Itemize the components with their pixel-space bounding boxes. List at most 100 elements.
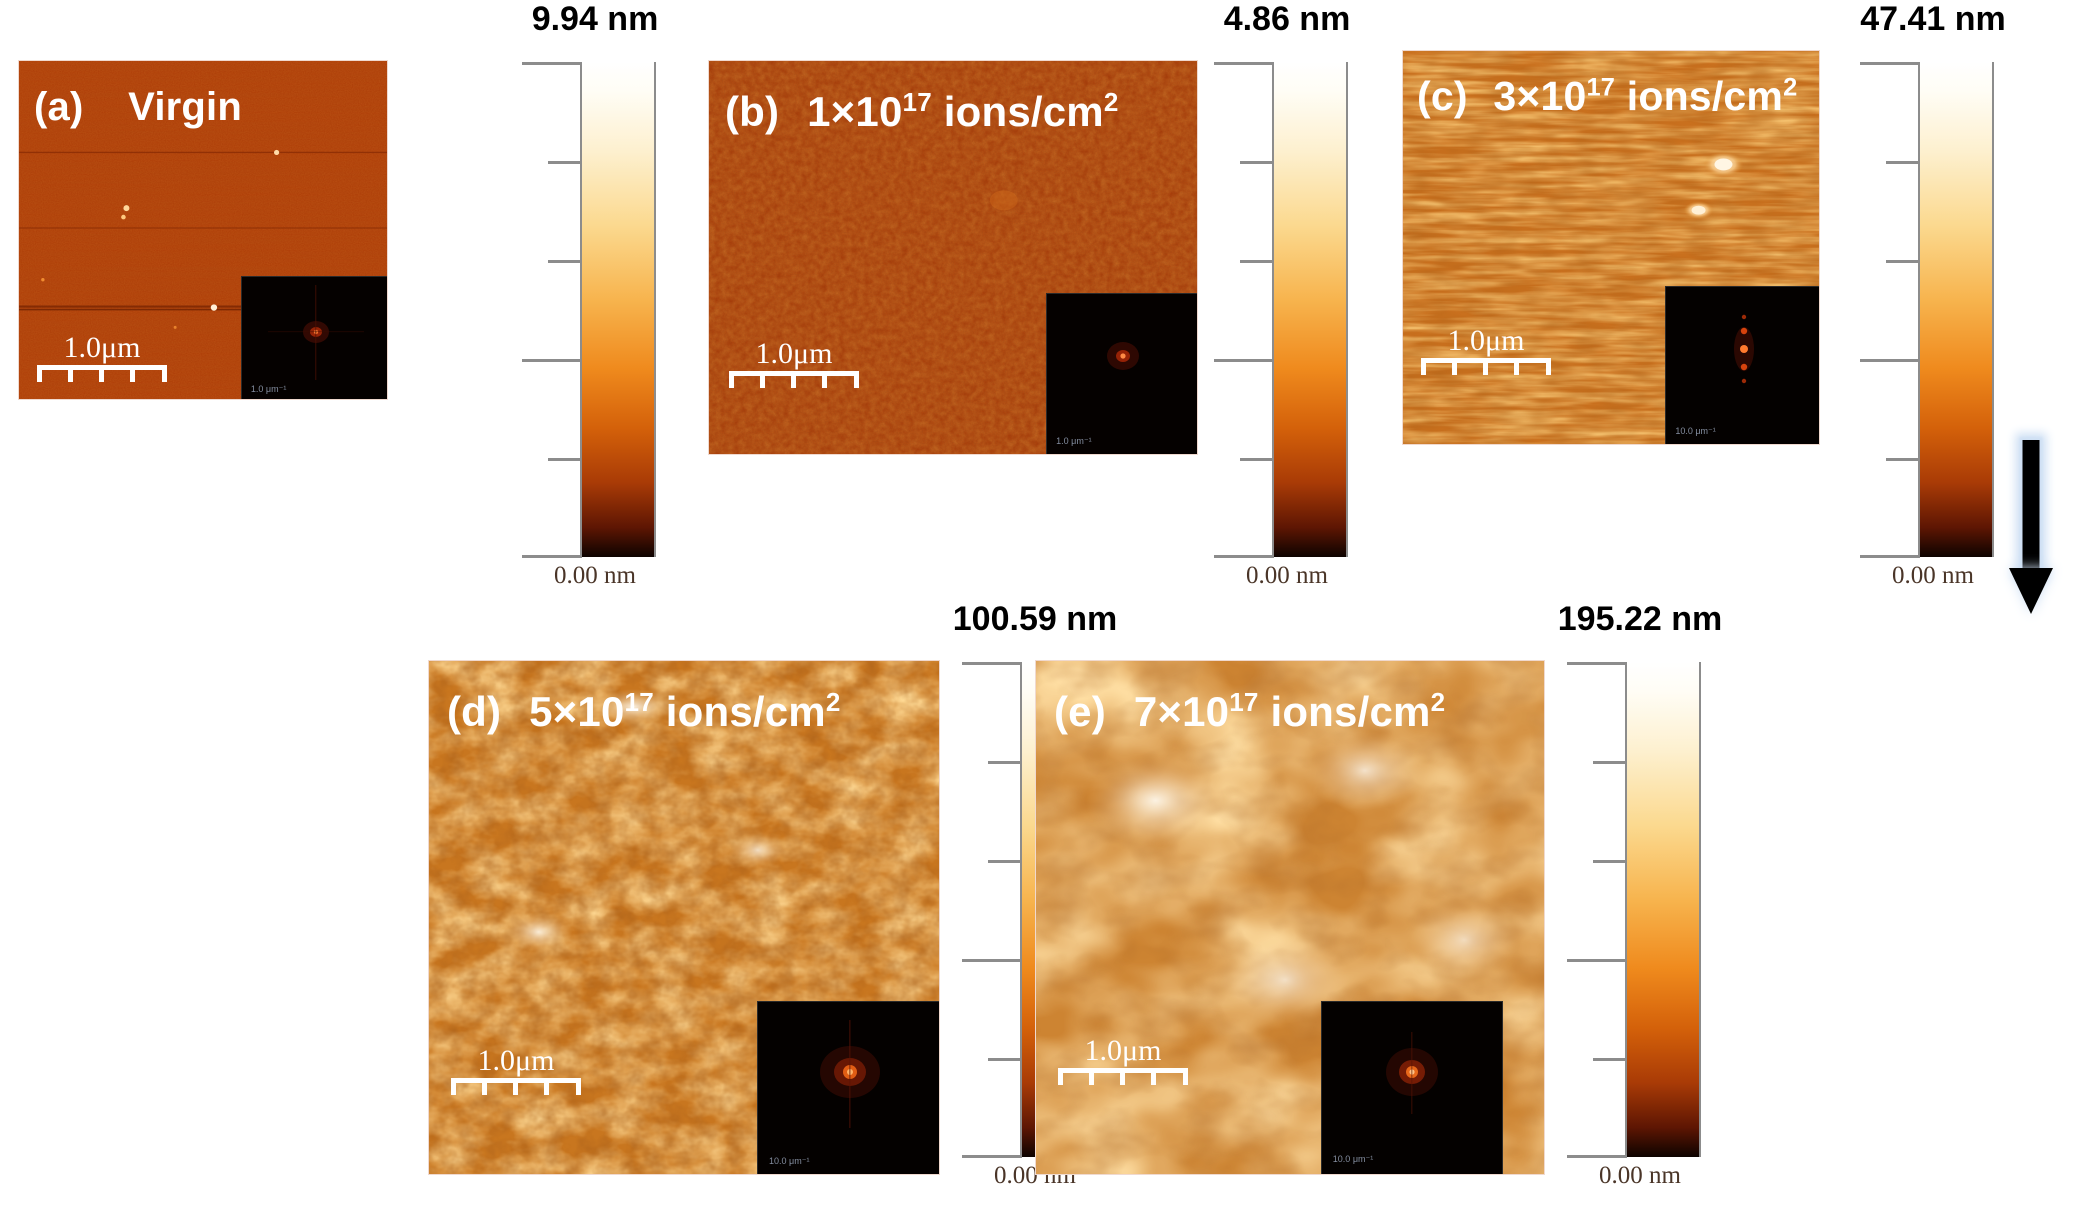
scalebar-b-tick <box>854 371 859 388</box>
afm-image-c[interactable]: (c) 3×1017 ions/cm2 1.0μm <box>1402 50 1820 445</box>
fft-inset-e-caption: 10.0 μm⁻¹ <box>1332 1153 1374 1164</box>
colorbar-c-tick-4 <box>1886 458 1920 461</box>
arrow-head-icon <box>2009 568 2053 614</box>
fft-inset-c-caption: 10.0 μm⁻¹ <box>1675 426 1716 437</box>
fft-pattern-b <box>1047 294 1197 454</box>
scalebar-e-tick <box>1183 1068 1188 1085</box>
colorbar-b-gradient <box>1272 62 1348 557</box>
scalebar-e-tick <box>1151 1068 1156 1085</box>
scalebar-d-tick <box>513 1078 518 1095</box>
colorbar-b-max-label: 4.86 nm <box>1223 0 1351 38</box>
fft-inset-c[interactable]: 10.0 μm⁻¹ <box>1665 286 1819 444</box>
panel-d-tag: (d) <box>447 688 502 735</box>
fft-inset-e[interactable]: 10.0 μm⁻¹ <box>1321 1001 1503 1174</box>
panel-b-exponent: 17 <box>902 87 932 117</box>
scalebar-d: 1.0μm <box>451 1046 581 1096</box>
colorbar-a-tick-top <box>522 62 582 65</box>
colorbar-c-tick-top <box>1860 62 1920 65</box>
scalebar-a-text: 1.0μm <box>63 331 141 364</box>
colorbar-d-tick-4 <box>988 1058 1022 1061</box>
scalebar-c: 1.0μm <box>1421 326 1551 376</box>
scalebar-c-tick <box>1546 358 1551 375</box>
colorbar-c-tick-3 <box>1860 359 1920 362</box>
fft-inset-b-caption: 1.0 μm⁻¹ <box>1056 436 1092 447</box>
scalebar-c-text: 1.0μm <box>1447 324 1525 357</box>
scalebar-a: 1.0μm <box>37 333 167 383</box>
scalebar-c-tick <box>1421 358 1426 375</box>
fft-inset-d-caption: 10.0 μm⁻¹ <box>769 1155 810 1166</box>
fft-inset-a-caption: 1.0 μm⁻¹ <box>250 383 287 394</box>
panel-e-unit-exponent: 2 <box>1430 687 1446 717</box>
fft-pattern-d <box>758 1002 939 1174</box>
panel-b-unit: ions/cm <box>931 88 1104 135</box>
fft-inset-d[interactable]: 10.0 μm⁻¹ <box>757 1001 939 1174</box>
colorbar-c-max-label: 47.41 nm <box>1860 0 2006 38</box>
colorbar-b-tick-top <box>1214 62 1274 65</box>
scalebar-a-tick <box>130 365 135 382</box>
panel-c-unit-exponent: 2 <box>1783 73 1798 102</box>
panel-b-tag: (b) <box>725 88 780 135</box>
afm-image-a[interactable]: (a) Virgin 1.0μm <box>18 60 388 400</box>
afm-image-b[interactable]: (b) 1×1017 ions/cm2 1.0μm <box>708 60 1198 455</box>
panel-c-caption: (c) 3×1017 ions/cm2 <box>1417 73 1797 120</box>
scalebar-e-tick <box>1058 1068 1063 1085</box>
panel-e-caption: (e) 7×1017 ions/cm2 <box>1054 687 1445 736</box>
colorbar-c-tick-1 <box>1886 161 1920 164</box>
colorbar-e-min-label: 0.00 nm <box>1599 1162 1681 1189</box>
scalebar-d-tick <box>482 1078 487 1095</box>
panel-c-tag: (c) <box>1417 73 1468 119</box>
arrow-shaft <box>2022 440 2040 572</box>
panel-e-exponent: 17 <box>1229 687 1259 717</box>
afm-image-e[interactable]: (e) 7×1017 ions/cm2 1.0μm <box>1035 660 1545 1175</box>
scalebar-b-tick <box>760 371 765 388</box>
colorbar-a-tick-4 <box>548 458 582 461</box>
colorbar-a-tick-2 <box>548 260 582 263</box>
fft-inset-b[interactable]: 1.0 μm⁻¹ <box>1046 293 1197 454</box>
colorbar-e-gradient <box>1625 662 1701 1157</box>
colorbar-c-gradient <box>1918 62 1994 557</box>
scalebar-c-tick <box>1452 358 1457 375</box>
colorbar-e-tick-top <box>1567 662 1627 665</box>
colorbar-a-min-label: 0.00 nm <box>554 562 636 589</box>
colorbar-b-tick-1 <box>1240 161 1274 164</box>
scalebar-d-tick <box>451 1078 456 1095</box>
colorbar-d-tick-1 <box>988 761 1022 764</box>
fft-inset-a[interactable]: 1.0 μm⁻¹ <box>241 276 387 399</box>
panel-a-label: Virgin <box>128 85 242 129</box>
colorbar-b-tick-2 <box>1240 260 1274 263</box>
panel-d-unit-exponent: 2 <box>825 687 841 717</box>
scalebar-a-ruler <box>37 365 167 383</box>
panel-c-mantissa: 3×10 <box>1493 73 1587 119</box>
colorbar-d-max-label: 100.59 nm <box>952 600 1118 638</box>
afm-image-d[interactable]: (d) 5×1017 ions/cm2 1.0μm <box>428 660 940 1175</box>
scalebar-b-ruler <box>729 371 859 389</box>
colorbar-a: 9.94 nm 0.00 nm <box>500 0 690 589</box>
scalebar-b-text: 1.0μm <box>755 337 833 370</box>
scalebar-e-text: 1.0μm <box>1084 1034 1162 1067</box>
panel-c-unit: ions/cm <box>1615 73 1784 119</box>
colorbar-b-min-label: 0.00 nm <box>1246 562 1328 589</box>
fft-pattern-c <box>1666 287 1819 444</box>
colorbar-c-tick-2 <box>1886 260 1920 263</box>
colorbar-a-tick-3 <box>522 359 582 362</box>
colorbar-d-tick-bottom <box>962 1155 1022 1158</box>
colorbar-d-tick-2 <box>988 860 1022 863</box>
colorbar-b-tick-3 <box>1214 359 1274 362</box>
panel-d-caption: (d) 5×1017 ions/cm2 <box>447 687 841 736</box>
panel-d-exponent: 17 <box>624 687 654 717</box>
scalebar-b-tick <box>729 371 734 388</box>
scalebar-b: 1.0μm <box>729 339 859 389</box>
scalebar-e-ruler <box>1058 1068 1188 1086</box>
panel-a-tag: (a) <box>34 85 84 129</box>
scalebar-c-ruler <box>1421 358 1551 376</box>
scalebar-d-tick <box>576 1078 581 1095</box>
colorbar-e: 195.22 nm 0.00 nm <box>1545 600 1735 1189</box>
colorbar-b-tick-4 <box>1240 458 1274 461</box>
panel-e-tag: (e) <box>1054 688 1106 735</box>
colorbar-a-tick-1 <box>548 161 582 164</box>
colorbar-c: 47.41 nm 0.00 nm <box>1838 0 2028 589</box>
colorbar-d-tick-top <box>962 662 1022 665</box>
colorbar-b-tick-bottom <box>1214 555 1274 558</box>
fft-pattern-e <box>1322 1002 1502 1174</box>
panel-a-caption: (a) Virgin <box>34 85 242 130</box>
